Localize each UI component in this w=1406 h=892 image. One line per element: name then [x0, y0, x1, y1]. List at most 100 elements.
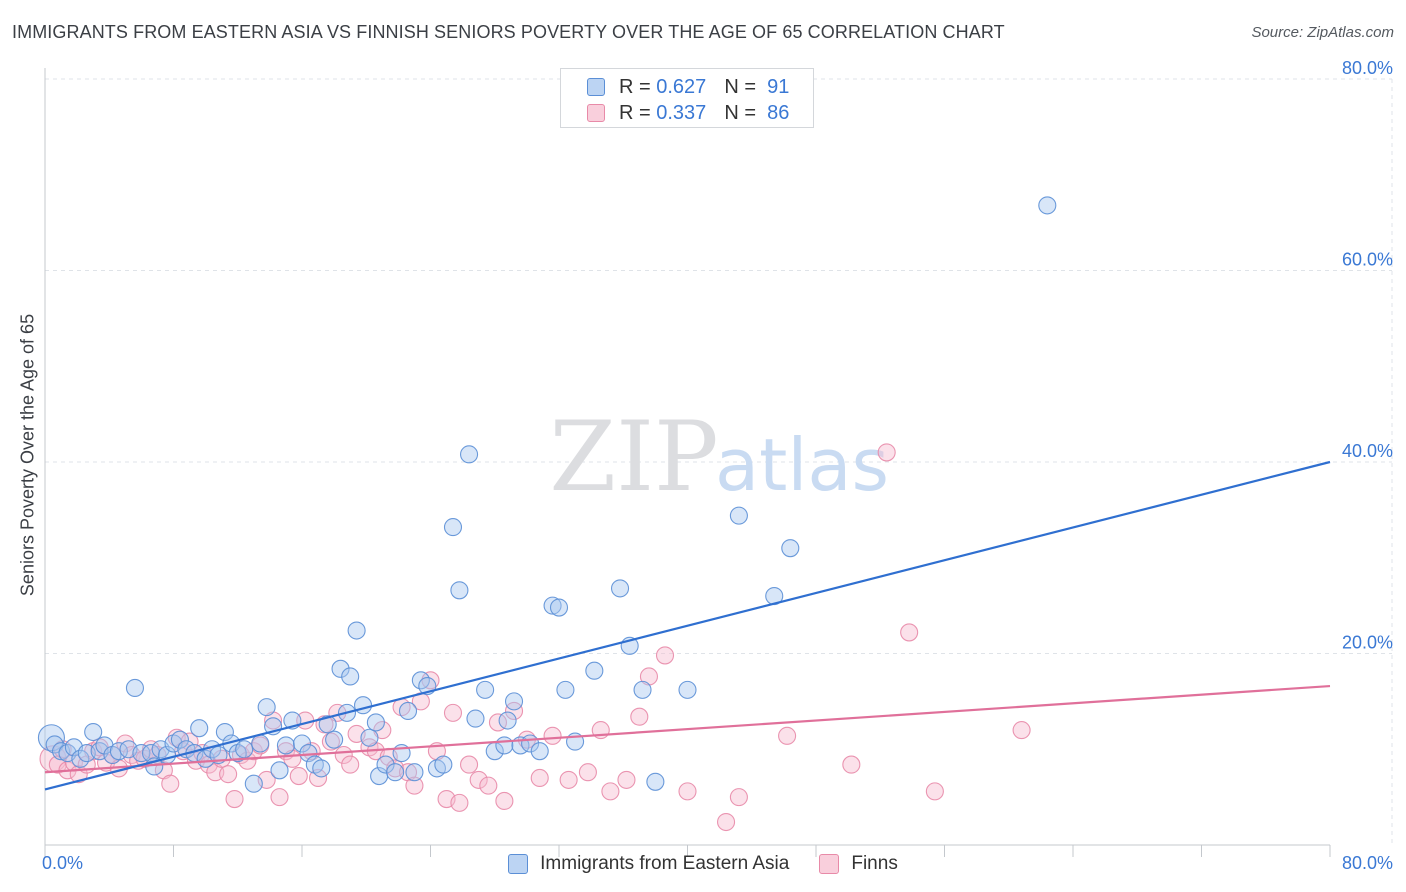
- eastern-asia-point: [495, 736, 514, 755]
- finns-point: [729, 788, 748, 807]
- watermark-zip: ZIP: [549, 401, 718, 513]
- y-tick-label: 40.0%: [1342, 441, 1393, 461]
- eastern-asia-point: [170, 730, 189, 749]
- finns-point: [504, 701, 524, 721]
- eastern-asia-point: [556, 680, 575, 699]
- legend-item-eastern-asia: Immigrants from Eastern Asia: [508, 853, 789, 875]
- eastern-asia-point: [353, 696, 373, 715]
- eastern-asia-point: [45, 735, 64, 754]
- finns-point: [655, 646, 675, 665]
- finns-trend-line: [44, 684, 1331, 774]
- eastern-asia-point: [549, 598, 569, 617]
- correlation-legend: R = 0.627 N = 91 R = 0.337 N = 86: [560, 68, 814, 128]
- eastern-asia-point: [251, 734, 270, 753]
- eastern-asia-point: [476, 680, 495, 699]
- finns-point: [678, 782, 697, 801]
- finns-point: [900, 623, 919, 642]
- finns-point: [289, 767, 308, 786]
- chart-title: IMMIGRANTS FROM EASTERN ASIA VS FINNISH …: [12, 22, 1005, 42]
- eastern-asia-point: [530, 742, 549, 761]
- finns-point: [479, 776, 498, 795]
- series-legend: Immigrants from Eastern Asia Finns: [0, 850, 1406, 878]
- eastern-asia-point: [257, 698, 276, 717]
- n-value: 86: [767, 101, 790, 124]
- finns-point: [578, 763, 597, 782]
- r-label: R =: [619, 75, 651, 98]
- finns-point: [116, 734, 135, 753]
- eastern-asia-point: [341, 667, 360, 686]
- eastern-asia-point: [504, 692, 524, 711]
- finns-point: [617, 770, 636, 789]
- n-label: N =: [724, 75, 756, 98]
- legend-swatch-pink: [587, 104, 605, 122]
- legend-swatch-blue: [508, 854, 529, 874]
- source-label: Source: ZipAtlas.com: [1251, 24, 1394, 41]
- eastern-asia-point: [466, 709, 485, 728]
- finns-point: [716, 812, 736, 832]
- eastern-asia-point: [781, 539, 800, 558]
- finns-point: [334, 745, 353, 765]
- legend-label-finns: Finns: [851, 853, 898, 874]
- eastern-asia-point: [132, 744, 151, 763]
- r-value: 0.337: [656, 101, 707, 124]
- finns-point: [421, 671, 440, 690]
- eastern-asia-point: [190, 719, 209, 738]
- y-tick-label: 20.0%: [1342, 633, 1393, 653]
- eastern-asia-point: [443, 518, 463, 537]
- finns-point: [225, 789, 244, 809]
- finns-point: [530, 768, 549, 788]
- eastern-asia-point: [1038, 196, 1057, 215]
- finns-point: [270, 788, 289, 807]
- eastern-asia-point: [450, 581, 469, 600]
- n-label: N =: [724, 101, 756, 124]
- finns-point: [459, 755, 479, 774]
- eastern-asia-point: [646, 772, 665, 791]
- grid-lines: [45, 78, 1393, 845]
- eastern-asia-point: [543, 596, 562, 615]
- eastern-asia-point: [376, 755, 395, 774]
- y-axis-title: Seniors Poverty Over the Age of 65: [17, 313, 38, 597]
- legend-item-finns: Finns: [819, 853, 898, 875]
- eastern-asia-point: [125, 678, 144, 698]
- tick-labels: 20.0% 40.0% 60.0% 80.0% 0.0% 80.0%: [42, 58, 1393, 873]
- eastern-asia-point: [434, 755, 453, 774]
- eastern-asia-point: [276, 736, 295, 755]
- y-tick-label: 80.0%: [1342, 58, 1393, 78]
- eastern-asia-point: [386, 763, 405, 782]
- finns-point: [321, 732, 340, 751]
- eastern-asia-point: [398, 701, 418, 721]
- n-value: 91: [767, 75, 790, 98]
- eastern-asia-point: [37, 724, 65, 752]
- eastern-asia-point: [405, 763, 424, 782]
- x-tick-label: 0.0%: [42, 853, 83, 873]
- eastern-asia-point: [678, 680, 697, 699]
- r-label: R =: [619, 101, 651, 124]
- legend-swatch-pink: [819, 854, 840, 874]
- eastern-asia-point: [633, 680, 652, 699]
- legend-label-eastern-asia: Immigrants from Eastern Asia: [540, 853, 790, 874]
- eastern-asia-point: [215, 722, 234, 742]
- finns-point: [559, 770, 578, 789]
- finns-point: [842, 755, 861, 774]
- legend-row-eastern-asia: R = 0.627 N = 91: [587, 74, 789, 100]
- finns-point: [161, 774, 180, 793]
- r-value: 0.627: [656, 75, 707, 98]
- eastern-asia-point: [498, 711, 517, 730]
- eastern-asia-point: [244, 774, 263, 793]
- finns-point: [443, 703, 463, 722]
- eastern-asia-point: [585, 661, 604, 680]
- eastern-asia-point: [84, 722, 103, 742]
- finns-point: [543, 726, 562, 745]
- eastern-asia-point: [292, 734, 312, 753]
- watermark: ZIP atlas: [549, 401, 889, 513]
- eastern-asia-point: [360, 728, 379, 747]
- finns-point: [1012, 721, 1031, 740]
- eastern-asia-point: [312, 759, 331, 778]
- finns-point: [450, 793, 469, 812]
- eastern-asia-point: [270, 761, 289, 780]
- finns-point: [601, 782, 620, 801]
- finns-point: [309, 768, 328, 788]
- eastern-asia-point: [235, 740, 254, 759]
- trend-lines: [44, 460, 1331, 791]
